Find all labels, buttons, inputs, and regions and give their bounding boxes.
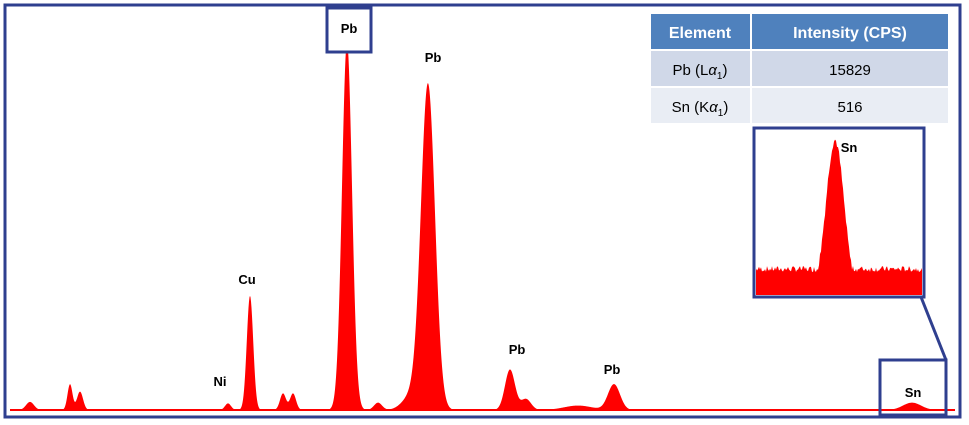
table-row-1-element-cell <box>651 51 750 86</box>
peak-label-ni: Ni <box>214 374 227 389</box>
peak-label-cu: Cu <box>238 272 255 287</box>
table-row-1-intensity: 15829 <box>829 62 871 79</box>
table-row-1-element: Pb (Lα1) <box>673 62 728 82</box>
table-row-2-intensity-cell <box>752 88 948 123</box>
table-row-2-element: Sn (Kα1) <box>672 99 729 119</box>
peak-label-pb-2: Pb <box>425 50 442 65</box>
pb-peak-highlight-box <box>325 6 373 54</box>
inset-peak-label-sn: Sn <box>841 140 858 155</box>
intensity-table: Element Intensity (CPS) Pb (Lα1) 15829 S… <box>651 14 948 123</box>
sn-inset-area <box>756 139 922 295</box>
table-row-1-intensity-cell <box>752 51 948 86</box>
sn-peak-highlight-box <box>878 358 948 417</box>
peak-label-pb-3: Pb <box>509 342 526 357</box>
table-header-element: Element <box>669 25 732 42</box>
peak-label-sn: Sn <box>905 385 922 400</box>
peak-label-pb-4: Pb <box>604 362 621 377</box>
table-header-intensity-cell <box>752 14 948 49</box>
table-row-2-element-cell <box>651 88 750 123</box>
chart-frame <box>3 3 962 419</box>
table-header-intensity: Intensity (CPS) <box>793 25 907 42</box>
peak-label-pb-1: Pb <box>341 21 358 36</box>
zoom-connector-line <box>919 296 948 361</box>
table-row-2-intensity: 516 <box>837 99 862 116</box>
table-header-element-cell <box>651 14 750 49</box>
